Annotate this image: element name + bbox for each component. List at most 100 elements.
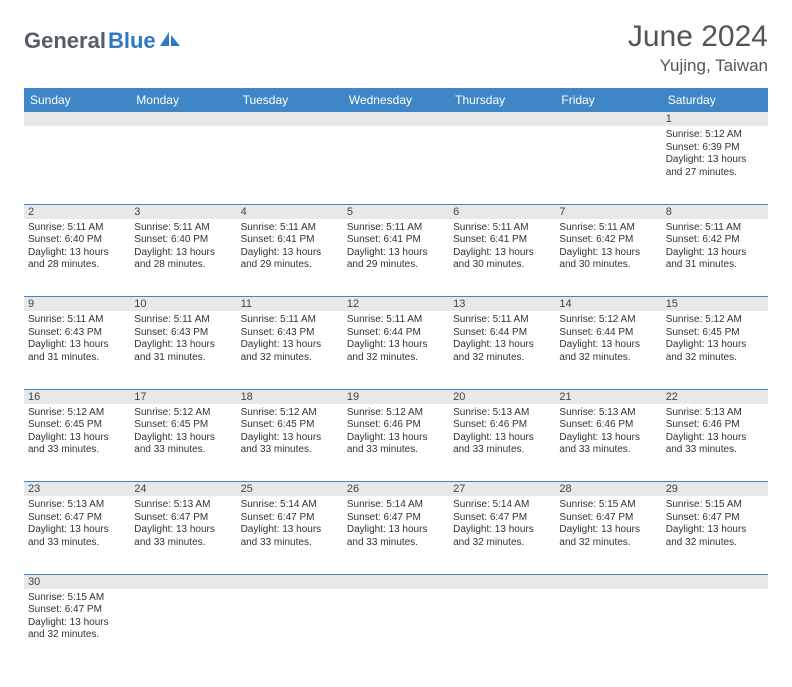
day-cell: Sunrise: 5:14 AMSunset: 6:47 PMDaylight:… <box>449 496 555 574</box>
daynum-cell: 16 <box>24 389 130 404</box>
day-cell: Sunrise: 5:11 AMSunset: 6:40 PMDaylight:… <box>130 219 236 297</box>
day-details: Sunrise: 5:14 AMSunset: 6:47 PMDaylight:… <box>347 498 445 549</box>
daynum-cell: 27 <box>449 482 555 497</box>
sunset-line: Sunset: 6:39 PM <box>666 142 764 155</box>
day-details: Sunrise: 5:13 AMSunset: 6:46 PMDaylight:… <box>453 406 551 457</box>
weekday-header: Saturday <box>662 88 768 112</box>
daynum-cell: 24 <box>130 482 236 497</box>
day-details: Sunrise: 5:15 AMSunset: 6:47 PMDaylight:… <box>28 591 126 642</box>
day1-line: Daylight: 13 hours <box>241 524 339 537</box>
day2-line: and 33 minutes. <box>241 537 339 550</box>
day-details: Sunrise: 5:11 AMSunset: 6:43 PMDaylight:… <box>241 313 339 364</box>
day-details: Sunrise: 5:11 AMSunset: 6:44 PMDaylight:… <box>453 313 551 364</box>
day2-line: and 33 minutes. <box>347 444 445 457</box>
weekday-header: Monday <box>130 88 236 112</box>
day-cell: Sunrise: 5:15 AMSunset: 6:47 PMDaylight:… <box>555 496 661 574</box>
day1-line: Daylight: 13 hours <box>453 247 551 260</box>
sunset-line: Sunset: 6:47 PM <box>453 512 551 525</box>
day2-line: and 29 minutes. <box>347 259 445 272</box>
sunrise-line: Sunrise: 5:12 AM <box>666 129 764 142</box>
logo-text-general: General <box>24 28 106 54</box>
sunrise-line: Sunrise: 5:11 AM <box>28 222 126 235</box>
daynum-row: 9101112131415 <box>24 297 768 312</box>
day1-line: Daylight: 13 hours <box>559 432 657 445</box>
sunrise-line: Sunrise: 5:13 AM <box>28 499 126 512</box>
day-cell: Sunrise: 5:12 AMSunset: 6:45 PMDaylight:… <box>24 404 130 482</box>
day-cell <box>343 589 449 667</box>
sunrise-line: Sunrise: 5:11 AM <box>28 314 126 327</box>
day-number: 4 <box>237 205 343 219</box>
day1-line: Daylight: 13 hours <box>134 524 232 537</box>
day-details: Sunrise: 5:11 AMSunset: 6:41 PMDaylight:… <box>347 221 445 272</box>
weekday-header: Wednesday <box>343 88 449 112</box>
day-cell: Sunrise: 5:11 AMSunset: 6:40 PMDaylight:… <box>24 219 130 297</box>
sunset-line: Sunset: 6:41 PM <box>347 234 445 247</box>
daynum-cell: 26 <box>343 482 449 497</box>
day-cell: Sunrise: 5:14 AMSunset: 6:47 PMDaylight:… <box>343 496 449 574</box>
day-details: Sunrise: 5:11 AMSunset: 6:40 PMDaylight:… <box>134 221 232 272</box>
daynum-cell <box>130 574 236 589</box>
day-number: 12 <box>343 297 449 311</box>
day-cell: Sunrise: 5:12 AMSunset: 6:45 PMDaylight:… <box>237 404 343 482</box>
daynum-cell: 20 <box>449 389 555 404</box>
day-number: 15 <box>662 297 768 311</box>
calendar-table: Sunday Monday Tuesday Wednesday Thursday… <box>24 88 768 667</box>
sunrise-line: Sunrise: 5:15 AM <box>28 592 126 605</box>
day-number: 27 <box>449 482 555 496</box>
sunset-line: Sunset: 6:42 PM <box>666 234 764 247</box>
day-number: 22 <box>662 390 768 404</box>
day2-line: and 33 minutes. <box>134 537 232 550</box>
day-number: 9 <box>24 297 130 311</box>
day-number: 20 <box>449 390 555 404</box>
daynum-cell: 3 <box>130 204 236 219</box>
day-cell: Sunrise: 5:12 AMSunset: 6:45 PMDaylight:… <box>130 404 236 482</box>
weekday-header: Tuesday <box>237 88 343 112</box>
sunset-line: Sunset: 6:46 PM <box>453 419 551 432</box>
day-number: 2 <box>24 205 130 219</box>
daynum-cell <box>555 574 661 589</box>
day-cell <box>237 589 343 667</box>
day2-line: and 32 minutes. <box>559 352 657 365</box>
daynum-cell <box>449 574 555 589</box>
day1-line: Daylight: 13 hours <box>347 339 445 352</box>
day-number: 19 <box>343 390 449 404</box>
day-cell <box>662 589 768 667</box>
sunset-line: Sunset: 6:44 PM <box>559 327 657 340</box>
day2-line: and 31 minutes. <box>134 352 232 365</box>
daynum-cell: 13 <box>449 297 555 312</box>
daynum-row: 23242526272829 <box>24 482 768 497</box>
daynum-row: 1 <box>24 112 768 126</box>
day2-line: and 32 minutes. <box>241 352 339 365</box>
day-details: Sunrise: 5:12 AMSunset: 6:45 PMDaylight:… <box>241 406 339 457</box>
weekday-header-row: Sunday Monday Tuesday Wednesday Thursday… <box>24 88 768 112</box>
day1-line: Daylight: 13 hours <box>134 432 232 445</box>
day-details: Sunrise: 5:15 AMSunset: 6:47 PMDaylight:… <box>666 498 764 549</box>
sunset-line: Sunset: 6:40 PM <box>28 234 126 247</box>
day1-line: Daylight: 13 hours <box>453 339 551 352</box>
sunset-line: Sunset: 6:43 PM <box>134 327 232 340</box>
day1-line: Daylight: 13 hours <box>559 524 657 537</box>
daynum-cell <box>237 112 343 126</box>
weekday-header: Friday <box>555 88 661 112</box>
day2-line: and 33 minutes. <box>28 444 126 457</box>
day-cell: Sunrise: 5:12 AMSunset: 6:46 PMDaylight:… <box>343 404 449 482</box>
day1-line: Daylight: 13 hours <box>134 339 232 352</box>
day-cell: Sunrise: 5:11 AMSunset: 6:42 PMDaylight:… <box>555 219 661 297</box>
sunset-line: Sunset: 6:47 PM <box>559 512 657 525</box>
sail-icon <box>160 32 182 53</box>
day-cell: Sunrise: 5:11 AMSunset: 6:41 PMDaylight:… <box>343 219 449 297</box>
logo-text-blue: Blue <box>108 28 156 54</box>
week-row: Sunrise: 5:12 AMSunset: 6:45 PMDaylight:… <box>24 404 768 482</box>
day-details: Sunrise: 5:11 AMSunset: 6:43 PMDaylight:… <box>134 313 232 364</box>
sunset-line: Sunset: 6:41 PM <box>241 234 339 247</box>
day-number: 11 <box>237 297 343 311</box>
day1-line: Daylight: 13 hours <box>347 524 445 537</box>
day-cell: Sunrise: 5:15 AMSunset: 6:47 PMDaylight:… <box>662 496 768 574</box>
day-details: Sunrise: 5:11 AMSunset: 6:44 PMDaylight:… <box>347 313 445 364</box>
week-row: Sunrise: 5:12 AMSunset: 6:39 PMDaylight:… <box>24 126 768 204</box>
sunrise-line: Sunrise: 5:12 AM <box>347 407 445 420</box>
day2-line: and 33 minutes. <box>347 537 445 550</box>
sunrise-line: Sunrise: 5:12 AM <box>666 314 764 327</box>
day-details: Sunrise: 5:12 AMSunset: 6:44 PMDaylight:… <box>559 313 657 364</box>
daynum-cell: 10 <box>130 297 236 312</box>
